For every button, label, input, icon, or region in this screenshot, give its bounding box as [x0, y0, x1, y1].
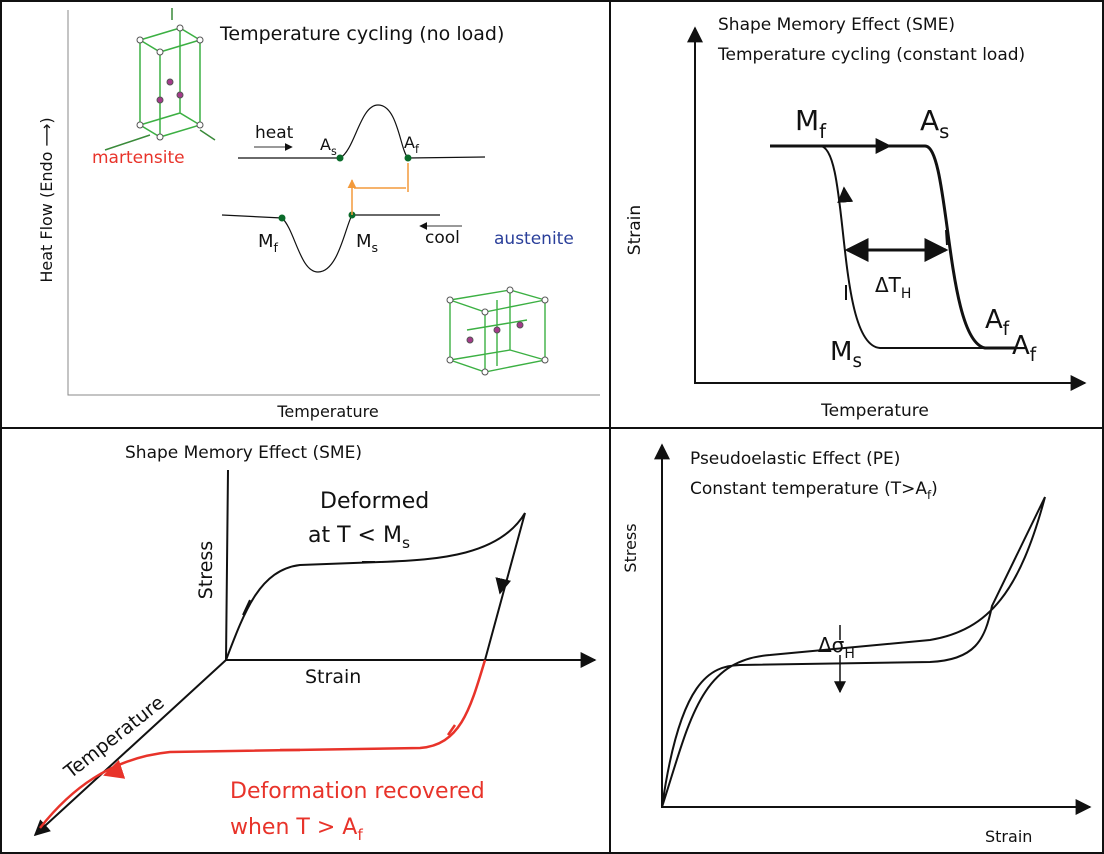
- label-main: M: [795, 104, 819, 137]
- panel-dsc: Temperature cycling (no load) Heat Flow …: [37, 8, 600, 421]
- heating-curve: [770, 146, 1015, 348]
- label-sub: s: [372, 240, 379, 255]
- point-label: Mf: [258, 231, 279, 255]
- arrow: [844, 188, 1000, 348]
- label: Af: [985, 305, 1010, 340]
- axis-label: Strain: [305, 666, 361, 688]
- x-label: Strain: [985, 827, 1032, 846]
- point-label: As: [320, 135, 337, 158]
- label-sub: f: [819, 120, 827, 143]
- label-sub: s: [331, 145, 337, 158]
- label-sub: s: [939, 120, 949, 143]
- point-label: Ms: [356, 231, 378, 255]
- arrow-label: heat: [255, 123, 294, 143]
- temperature-axis: [35, 660, 226, 835]
- axes: [695, 28, 1085, 383]
- figure: Temperature cycling (no load) Heat Flow …: [0, 0, 1104, 854]
- label-main: M: [830, 337, 852, 367]
- panel-sme-3d: Shape Memory Effect (SME) Deformed at T …: [35, 443, 595, 844]
- panel-title: Shape Memory Effect (SME): [718, 15, 955, 35]
- hysteresis: [352, 163, 408, 215]
- label: Ms: [830, 337, 862, 372]
- label-sub: f: [415, 143, 420, 156]
- axis-label: Temperature: [59, 692, 168, 784]
- martensite-lattice: [105, 8, 215, 150]
- label: As: [920, 104, 949, 143]
- arrow: [105, 725, 455, 775]
- label-main: A: [320, 135, 331, 154]
- panel-title: Temperature cycling (constant load): [717, 45, 1025, 65]
- axes: [662, 445, 1090, 807]
- annotation: Deformed: [320, 489, 429, 514]
- label-main: A: [404, 133, 415, 152]
- y-label: Heat Flow (Endo ⟶): [37, 117, 56, 282]
- label-main: when T > A: [230, 815, 357, 840]
- panel-title: Constant temperature (T>Af): [690, 479, 938, 502]
- x-label: Temperature: [820, 401, 929, 421]
- label-sub: s: [402, 534, 410, 552]
- axis-label: Stress: [195, 541, 217, 599]
- arrow-label: cool: [425, 228, 460, 248]
- label-main: at T < M: [308, 523, 402, 548]
- label: ΔTH: [875, 273, 911, 302]
- label-sub: f: [274, 240, 279, 255]
- phase-label: austenite: [494, 229, 574, 249]
- panel-title: Shape Memory Effect (SME): [125, 443, 362, 463]
- label-main: ΔT: [875, 273, 902, 297]
- annotation: when T > Af: [230, 815, 363, 844]
- label-sub: f: [1030, 345, 1037, 366]
- point-label: Af: [404, 133, 420, 156]
- label-sub: s: [852, 351, 861, 372]
- label-main: M: [356, 231, 372, 252]
- panel-pe: Pseudoelastic Effect (PE) Constant tempe…: [621, 445, 1090, 846]
- label: Mf: [795, 104, 827, 143]
- cooling-curve: [222, 215, 440, 272]
- label-main: Constant temperature (T>A: [690, 479, 927, 499]
- panel-title: Pseudoelastic Effect (PE): [690, 449, 900, 469]
- label-sub: f: [357, 826, 363, 844]
- y-label: Strain: [625, 205, 645, 255]
- label-main: Δσ: [818, 633, 845, 657]
- label: Af: [1012, 331, 1037, 366]
- label-main: A: [985, 305, 1003, 335]
- x-label: Temperature: [276, 402, 378, 421]
- label-tail: ): [931, 479, 938, 499]
- label-main: A: [1012, 331, 1030, 361]
- label-main: M: [258, 231, 274, 252]
- annotation: at T < Ms: [308, 523, 410, 552]
- panel-sme-cycling: Shape Memory Effect (SME) Temperature cy…: [625, 15, 1085, 421]
- label-sub: f: [1003, 319, 1010, 340]
- label-sub: H: [844, 646, 855, 662]
- axes: [68, 10, 600, 395]
- annotation: Deformation recovered: [230, 779, 485, 804]
- label-sub: H: [901, 286, 912, 302]
- phase-label: martensite: [92, 148, 185, 168]
- label: ΔσH: [818, 633, 855, 662]
- y-label: Stress: [621, 523, 640, 572]
- label-main: A: [920, 104, 939, 137]
- panel-title: Temperature cycling (no load): [219, 23, 504, 45]
